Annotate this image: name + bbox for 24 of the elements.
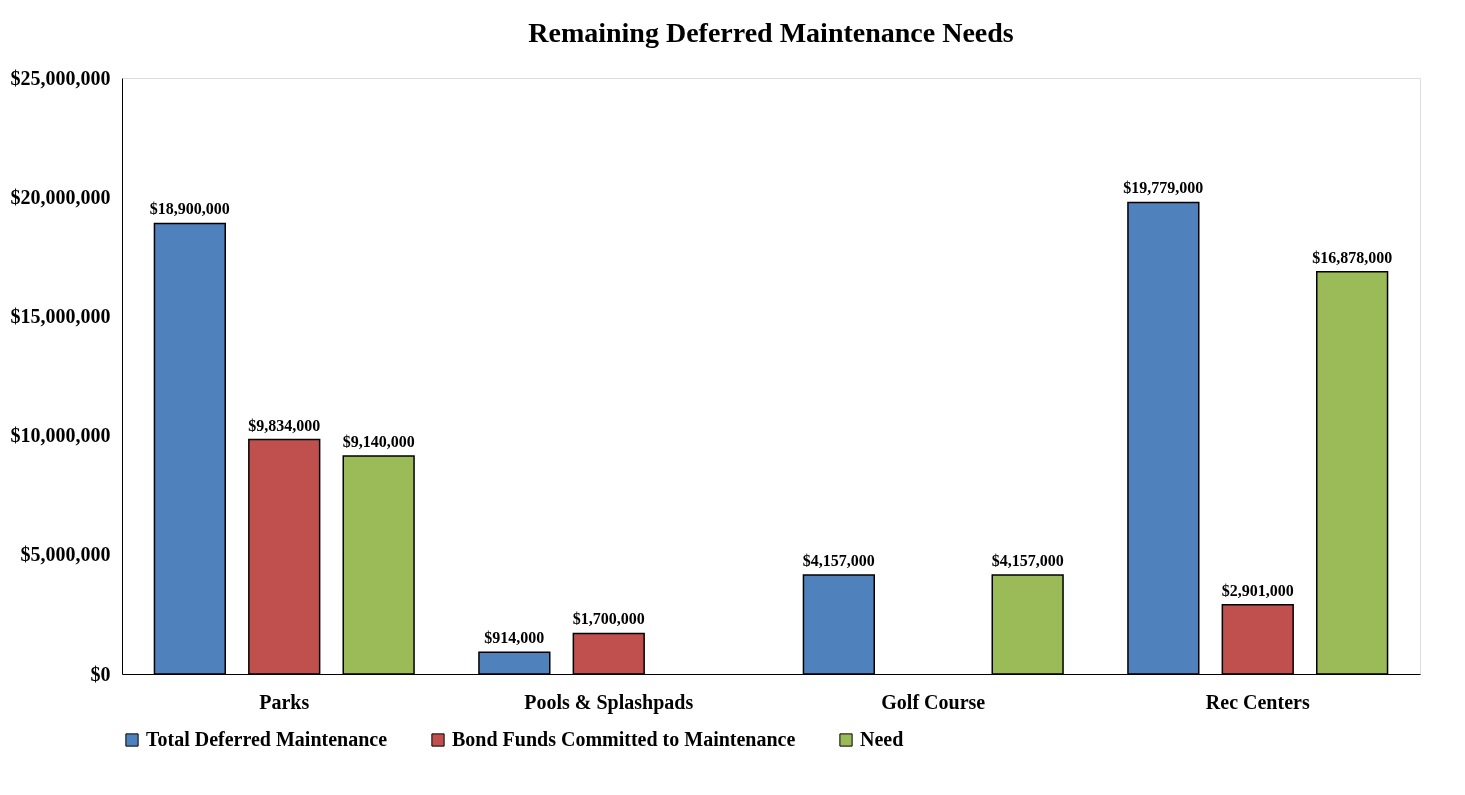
y-tick-label: $5,000,000 bbox=[20, 543, 111, 566]
legend-label: Total Deferred Maintenance bbox=[146, 728, 388, 750]
y-tick-label: $25,000,000 bbox=[10, 66, 111, 89]
x-tick-label: Golf Course bbox=[881, 690, 986, 713]
data-label: $9,140,000 bbox=[342, 433, 415, 451]
x-tick-label: Rec Centers bbox=[1205, 690, 1310, 713]
x-tick-label: Parks bbox=[259, 690, 310, 713]
chart-title: Remaining Deferred Maintenance Needs bbox=[528, 17, 1014, 48]
y-tick-label: $20,000,000 bbox=[10, 185, 111, 208]
legend-label: Bond Funds Committed to Maintenance bbox=[452, 728, 796, 750]
data-label: $19,779,000 bbox=[1123, 179, 1204, 197]
x-tick-label: Pools & Splashpads bbox=[524, 690, 694, 714]
legend-label: Need bbox=[860, 728, 904, 750]
data-label: $1,700,000 bbox=[572, 610, 645, 628]
data-label: $914,000 bbox=[484, 629, 545, 647]
data-label: $9,834,000 bbox=[248, 416, 321, 434]
data-label: $4,157,000 bbox=[991, 551, 1064, 569]
data-label: $2,901,000 bbox=[1221, 581, 1294, 599]
y-tick-label: $10,000,000 bbox=[10, 424, 111, 447]
y-tick-label: $15,000,000 bbox=[10, 304, 111, 327]
data-label: $16,878,000 bbox=[1312, 248, 1393, 266]
y-tick-label: $0 bbox=[90, 662, 111, 685]
data-label: $4,157,000 bbox=[802, 551, 875, 569]
data-label: $18,900,000 bbox=[149, 200, 230, 218]
